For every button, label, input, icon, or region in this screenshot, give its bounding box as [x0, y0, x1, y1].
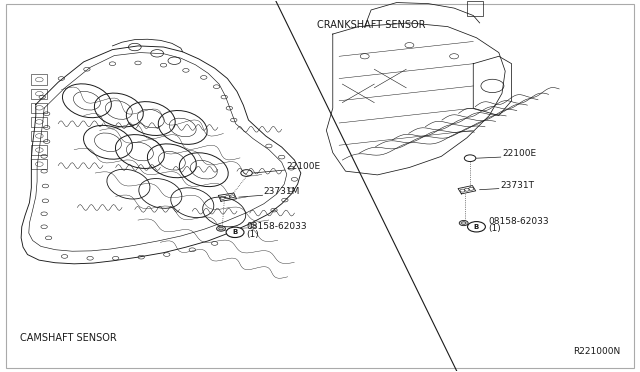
Text: B: B	[474, 224, 479, 230]
Bar	[31, 159, 47, 169]
Bar	[31, 145, 47, 155]
Bar	[31, 117, 47, 127]
Bar	[31, 74, 47, 85]
Text: 23731M: 23731M	[264, 187, 300, 196]
Text: 22100E: 22100E	[502, 149, 536, 158]
Circle shape	[460, 221, 468, 226]
Text: CRANKSHAFT SENSOR: CRANKSHAFT SENSOR	[317, 20, 426, 30]
Circle shape	[216, 226, 225, 231]
Text: B: B	[232, 229, 237, 235]
Bar	[467, 1, 483, 16]
Bar	[31, 131, 47, 141]
Text: 08158-62033: 08158-62033	[246, 222, 307, 231]
Bar	[31, 103, 47, 113]
Text: (1): (1)	[488, 224, 500, 234]
Bar	[31, 89, 47, 99]
Text: 08158-62033: 08158-62033	[488, 217, 548, 226]
Text: R221000N: R221000N	[573, 347, 620, 356]
Circle shape	[226, 227, 244, 237]
Text: (1): (1)	[246, 230, 259, 239]
Text: 23731T: 23731T	[500, 182, 534, 190]
Circle shape	[467, 222, 485, 232]
Text: CAMSHAFT SENSOR: CAMSHAFT SENSOR	[20, 333, 116, 343]
Text: 22100E: 22100E	[286, 162, 320, 171]
